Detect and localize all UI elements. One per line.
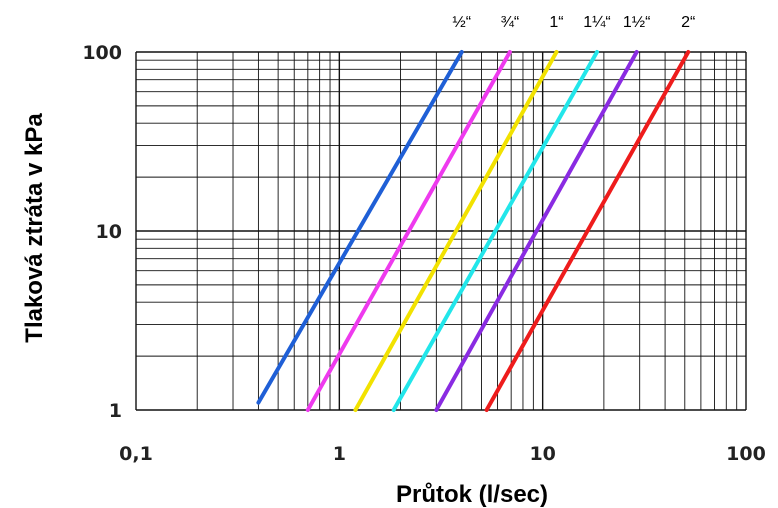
series-label: 2“ [681,14,695,31]
y-tick-label: 100 [82,42,122,64]
series-label: ¾“ [501,14,520,31]
series-line [391,50,599,412]
series-label: 1½“ [623,14,651,31]
x-axis-ticks: 0,1 1 10 100 [119,443,766,465]
series-label: 1¼“ [583,14,611,31]
x-axis-title: Průtok (l/sec) [396,481,548,508]
plot-grid [135,51,747,411]
y-axis-ticks: 1 10 100 [82,42,122,422]
y-tick-label: 10 [96,221,122,243]
x-tick-label: 100 [726,443,766,465]
x-tick-label: 10 [529,443,555,465]
x-tick-label: 1 [333,443,346,465]
series-line [353,50,559,412]
series-line [484,50,691,412]
series-line [305,50,512,412]
series-lines [256,50,691,412]
x-tick-label: 0,1 [119,443,153,465]
series-labels: ½“ ¾“ 1“ 1¼“ 1½“ 2“ [452,14,695,31]
y-axis-title: Tlaková ztráta v kPa [21,113,48,343]
series-label: 1“ [549,14,563,31]
y-tick-label: 1 [109,400,122,422]
series-label: ½“ [452,14,471,31]
series-line [256,50,464,405]
series-line [434,50,639,412]
